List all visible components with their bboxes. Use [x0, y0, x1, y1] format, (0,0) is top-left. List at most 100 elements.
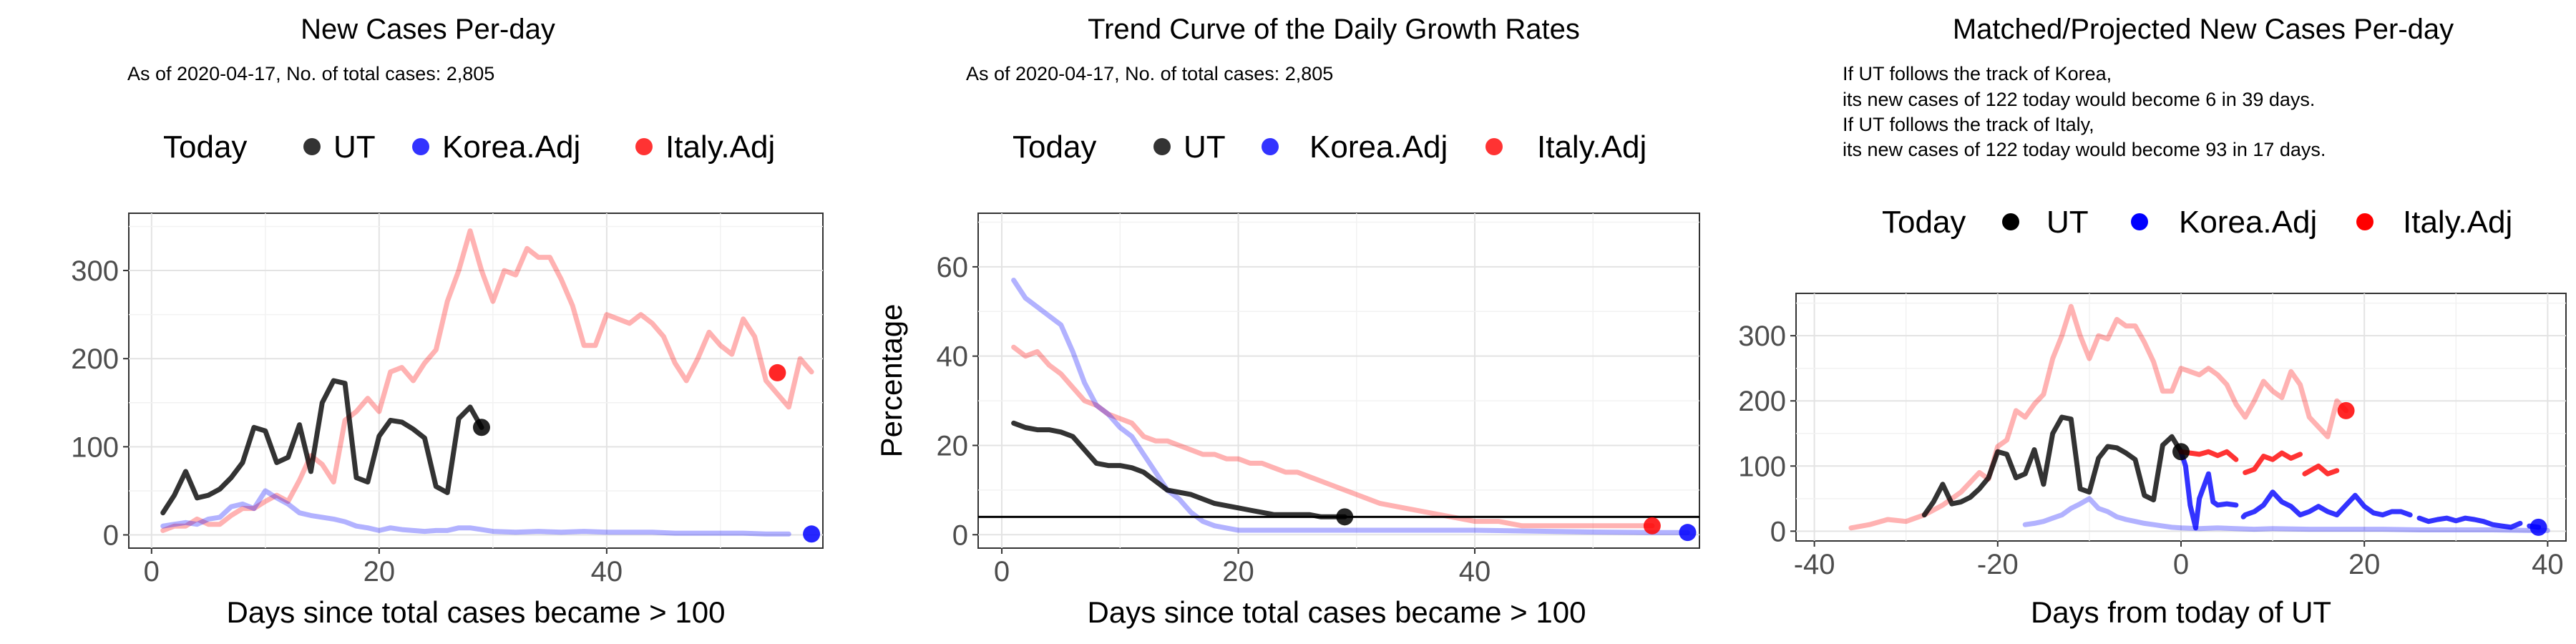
chart-title: New Cases Per-day: [301, 14, 555, 45]
legend-title: Today: [1013, 130, 1096, 165]
chart-subtitle-line: As of 2020-04-17, No. of total cases: 2,…: [966, 63, 1333, 84]
panel-new-cases: New Cases Per-day As of 2020-04-17, No. …: [71, 14, 824, 629]
today-point-korea-adj: [803, 525, 821, 543]
today-points: [1336, 508, 1697, 542]
legend-label-italy: Italy.Adj: [1537, 130, 1646, 165]
series-line-ut: [1011, 420, 1347, 519]
legend-title: Today: [163, 130, 247, 165]
today-point-italy-adj: [2337, 401, 2355, 419]
legend-label-korea: Korea.Adj: [2179, 205, 2317, 240]
x-tick-label: 40: [2532, 549, 2564, 580]
chart-subtitle-line: its new cases of 122 today would become …: [1843, 139, 2326, 160]
x-axis-label: Days since total cases became > 100: [1088, 595, 1586, 629]
chart-title: Trend Curve of the Daily Growth Rates: [1088, 14, 1580, 45]
series-line-korea-adj: [2022, 496, 2550, 533]
x-ticks: 0 20 40: [994, 548, 1491, 587]
legend-marker-italy: [1485, 138, 1503, 155]
legend: Today UT Korea.Adj Italy.Adj: [1013, 130, 1646, 165]
today-points: [472, 364, 821, 543]
x-ticks: 0 20 40: [144, 548, 623, 587]
y-tick-label: 60: [937, 252, 969, 283]
legend-marker-korea: [2131, 213, 2148, 230]
today-point-korea-adj: [1679, 524, 1697, 542]
legend-marker-ut: [1153, 138, 1171, 155]
panel-growth-rates: Trend Curve of the Daily Growth Rates As…: [874, 14, 1700, 629]
series-line-italy-adj: [1011, 344, 1655, 529]
chart-subtitle-line: If UT follows the track of Italy,: [1843, 114, 2094, 135]
x-ticks: -40 -20 0 20 40: [1794, 541, 2564, 580]
y-ticks: 0 100 200 300: [71, 255, 129, 552]
legend-marker-italy: [635, 138, 653, 155]
today-points: [2172, 401, 2547, 536]
x-tick-label: 20: [364, 556, 396, 587]
y-axis-label: Percentage: [874, 304, 908, 458]
series-lines: [1848, 303, 2550, 533]
plot-area: [128, 213, 824, 549]
chart-subtitle-line: its new cases of 122 today would become …: [1843, 89, 2315, 110]
y-tick-label: 20: [937, 430, 969, 462]
y-tick-label: 300: [1738, 321, 1786, 352]
legend-label-ut: UT: [1184, 130, 1226, 165]
chart-subtitle-line: If UT follows the track of Korea,: [1843, 63, 2112, 84]
gridlines: [1796, 293, 2566, 541]
today-point-ut: [2172, 443, 2190, 461]
legend-label-italy: Italy.Adj: [665, 130, 775, 165]
series-line-korea-adj: [1011, 278, 1690, 535]
legend-marker-ut: [2002, 213, 2019, 230]
legend-marker-ut: [303, 138, 321, 155]
legend-marker-korea: [412, 138, 429, 155]
gridlines: [978, 213, 1699, 548]
y-tick-label: 300: [71, 255, 119, 287]
legend-label-italy: Italy.Adj: [2403, 205, 2512, 240]
legend-label-korea: Korea.Adj: [1309, 130, 1448, 165]
plot-area: [977, 213, 1700, 549]
chart-title: Matched/Projected New Cases Per-day: [1953, 14, 2454, 45]
legend-marker-italy: [2356, 213, 2373, 230]
legend-title: Today: [1882, 205, 1966, 240]
series-line-ut: [1921, 414, 2184, 518]
x-tick-label: -20: [1977, 549, 2019, 580]
x-axis-label: Days since total cases became > 100: [227, 595, 726, 629]
legend-marker-korea: [1262, 138, 1279, 155]
legend: Today UT Korea.Adj Italy.Adj: [163, 130, 775, 165]
x-tick-label: 20: [2348, 549, 2381, 580]
x-tick-label: 0: [144, 556, 160, 587]
y-ticks: 0 100 200 300: [1738, 321, 1796, 547]
y-tick-label: 0: [952, 519, 968, 551]
x-tick-label: -40: [1794, 549, 1835, 580]
x-tick-label: 0: [994, 556, 1010, 587]
series-line-korea-adj-projection: [2178, 449, 2542, 531]
y-tick-label: 0: [1770, 516, 1786, 547]
x-tick-label: 40: [1459, 556, 1491, 587]
chart-subtitle-line: As of 2020-04-17, No. of total cases: 2,…: [127, 63, 494, 84]
legend-label-ut: UT: [2046, 205, 2089, 240]
x-axis-label: Days from today of UT: [2031, 595, 2331, 629]
y-tick-label: 100: [71, 431, 119, 463]
today-point-ut: [1336, 508, 1354, 526]
series-line-italy-adj-projection: [2178, 449, 2340, 477]
x-tick-label: 20: [1222, 556, 1254, 587]
y-tick-label: 200: [71, 343, 119, 375]
y-tick-label: 200: [1738, 386, 1786, 417]
series-line-korea-adj: [160, 488, 791, 537]
today-point-italy-adj: [1643, 517, 1661, 535]
today-point-italy-adj: [769, 364, 786, 381]
y-tick-label: 100: [1738, 451, 1786, 482]
series-line-ut: [160, 378, 484, 516]
today-point-korea-adj: [2529, 518, 2547, 536]
gridlines: [129, 213, 823, 548]
series-line-italy-adj: [160, 228, 814, 533]
y-ticks: 0 20 40 60: [937, 252, 978, 551]
y-tick-label: 0: [103, 520, 119, 552]
x-tick-label: 0: [2173, 549, 2189, 580]
today-point-ut: [472, 419, 490, 436]
series-lines: [160, 228, 814, 537]
x-tick-label: 40: [591, 556, 623, 587]
legend-label-korea: Korea.Adj: [442, 130, 580, 165]
series-lines: [1011, 278, 1690, 535]
panel-projected-cases: Matched/Projected New Cases Per-day If U…: [1738, 14, 2567, 629]
y-tick-label: 40: [937, 341, 969, 373]
legend-label-ut: UT: [333, 130, 376, 165]
